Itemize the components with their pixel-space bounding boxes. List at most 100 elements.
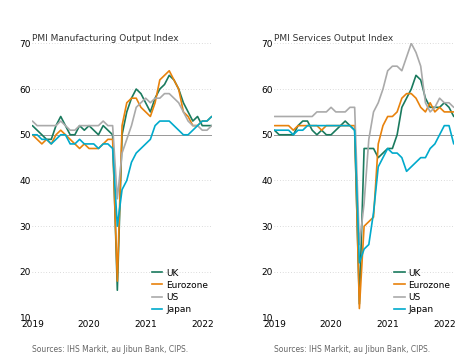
US <box>58 119 63 123</box>
US <box>361 201 367 205</box>
US <box>380 87 386 91</box>
UK <box>319 128 325 132</box>
US <box>105 123 111 128</box>
US <box>49 123 54 128</box>
UK <box>190 119 195 123</box>
Eurozone <box>49 142 54 146</box>
US <box>371 110 376 114</box>
Eurozone <box>105 137 111 142</box>
Eurozone <box>432 110 438 114</box>
US <box>185 119 191 123</box>
Line: Eurozone: Eurozone <box>275 93 454 309</box>
Japan <box>58 132 63 137</box>
US <box>39 123 44 128</box>
Japan <box>446 123 452 128</box>
Japan <box>53 137 59 142</box>
US <box>68 128 73 132</box>
UK <box>77 123 82 128</box>
Japan <box>291 132 296 137</box>
UK <box>295 123 301 128</box>
Eurozone <box>204 119 210 123</box>
UK <box>286 132 291 137</box>
Japan <box>286 128 291 132</box>
US <box>404 55 409 59</box>
Eurozone <box>408 91 414 96</box>
Japan <box>110 146 115 151</box>
Text: Sources: IHS Markit, au Jibun Bank, CIPS.: Sources: IHS Markit, au Jibun Bank, CIPS… <box>275 345 431 354</box>
Eurozone <box>423 110 428 114</box>
US <box>295 114 301 119</box>
Eurozone <box>446 110 452 114</box>
Eurozone <box>324 123 329 128</box>
US <box>347 105 353 109</box>
Eurozone <box>380 123 386 128</box>
Japan <box>437 132 442 137</box>
Eurozone <box>30 132 35 137</box>
UK <box>44 137 50 142</box>
Japan <box>394 151 400 155</box>
UK <box>86 123 92 128</box>
Line: US: US <box>275 43 454 244</box>
Eurozone <box>314 123 319 128</box>
UK <box>167 73 172 78</box>
Japan <box>171 123 177 128</box>
Line: Japan: Japan <box>32 117 212 226</box>
Japan <box>413 160 419 164</box>
Eurozone <box>385 114 390 119</box>
Japan <box>204 119 210 123</box>
US <box>195 123 200 128</box>
UK <box>171 78 177 82</box>
UK <box>333 128 338 132</box>
Japan <box>185 132 191 137</box>
Japan <box>281 128 287 132</box>
Japan <box>100 142 106 146</box>
US <box>418 64 424 68</box>
Japan <box>200 119 205 123</box>
Eurozone <box>394 110 400 114</box>
US <box>309 114 315 119</box>
UK <box>209 123 214 128</box>
US <box>91 123 96 128</box>
Eurozone <box>143 110 149 114</box>
UK <box>427 105 433 109</box>
Eurozone <box>34 137 40 142</box>
US <box>171 96 177 100</box>
Japan <box>181 132 186 137</box>
US <box>385 69 390 73</box>
UK <box>352 128 357 132</box>
UK <box>375 156 381 160</box>
Eurozone <box>418 105 424 109</box>
US <box>133 105 139 109</box>
US <box>446 101 452 105</box>
UK <box>413 73 419 78</box>
UK <box>124 110 130 114</box>
Japan <box>157 119 163 123</box>
UK <box>281 132 287 137</box>
Japan <box>390 151 395 155</box>
Eurozone <box>272 123 277 128</box>
UK <box>399 105 405 109</box>
US <box>77 123 82 128</box>
Japan <box>408 165 414 169</box>
US <box>432 105 438 109</box>
US <box>427 110 433 114</box>
Eurozone <box>276 123 282 128</box>
US <box>437 96 442 100</box>
UK <box>53 123 59 128</box>
Japan <box>352 128 357 132</box>
Japan <box>124 178 130 183</box>
Eurozone <box>152 101 158 105</box>
US <box>72 128 78 132</box>
UK <box>34 128 40 132</box>
Eurozone <box>404 91 409 96</box>
US <box>86 123 92 128</box>
Eurozone <box>361 224 367 229</box>
Eurozone <box>53 132 59 137</box>
Eurozone <box>291 128 296 132</box>
US <box>324 110 329 114</box>
UK <box>176 87 181 91</box>
Japan <box>148 137 153 142</box>
US <box>276 114 282 119</box>
Japan <box>404 169 409 174</box>
UK <box>129 96 134 100</box>
